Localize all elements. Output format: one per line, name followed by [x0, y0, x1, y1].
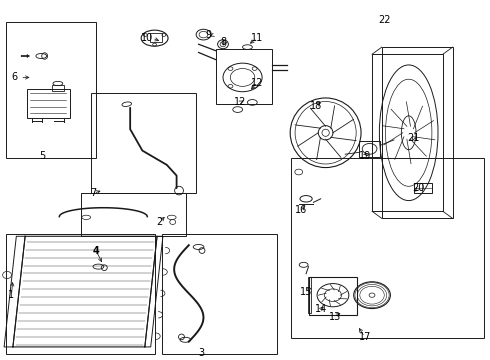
Text: 12: 12	[251, 78, 264, 88]
Text: 9: 9	[205, 30, 211, 40]
Text: 12: 12	[234, 98, 246, 107]
Bar	[162, 234, 277, 354]
Text: 18: 18	[310, 101, 322, 111]
Text: 3: 3	[198, 348, 204, 358]
Text: 22: 22	[378, 15, 391, 25]
Text: 6: 6	[11, 72, 18, 82]
Bar	[26, 89, 70, 118]
Text: 2: 2	[156, 217, 163, 227]
Bar	[382, 47, 453, 219]
Bar	[81, 193, 186, 236]
Bar	[216, 49, 272, 104]
Text: 14: 14	[315, 305, 327, 314]
Text: 5: 5	[39, 151, 46, 161]
Bar	[5, 234, 155, 354]
Bar	[309, 277, 357, 315]
Text: 4: 4	[93, 246, 99, 256]
Text: 13: 13	[329, 312, 342, 321]
Text: 17: 17	[359, 332, 371, 342]
Text: 10: 10	[141, 33, 153, 43]
Bar	[414, 183, 432, 193]
Text: 11: 11	[251, 33, 263, 43]
Bar	[150, 33, 162, 42]
Bar	[292, 158, 485, 338]
Text: 7: 7	[91, 188, 97, 198]
Text: 8: 8	[220, 37, 226, 47]
Text: 20: 20	[412, 183, 425, 193]
Bar	[91, 94, 196, 193]
Text: 19: 19	[359, 151, 371, 161]
Text: 15: 15	[300, 287, 312, 297]
Text: 1: 1	[8, 290, 15, 300]
Text: 21: 21	[407, 133, 420, 143]
Bar	[359, 141, 380, 157]
FancyArrow shape	[21, 55, 29, 58]
Bar	[52, 85, 64, 91]
Bar	[372, 54, 443, 211]
Bar	[308, 277, 312, 313]
Bar	[5, 22, 96, 158]
Text: 16: 16	[295, 204, 307, 215]
